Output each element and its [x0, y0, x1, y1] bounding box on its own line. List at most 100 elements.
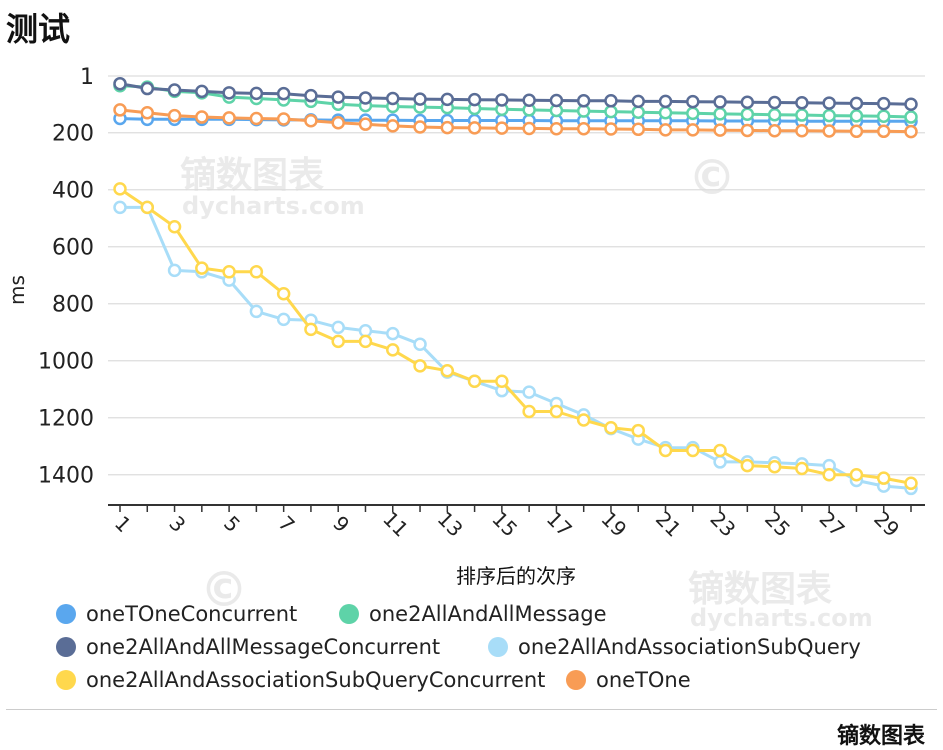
- data-point: [195, 110, 209, 124]
- data-point: [740, 95, 755, 109]
- data-point: [549, 404, 564, 419]
- footer-divider: [6, 709, 937, 710]
- x-tick-label: 3: [165, 511, 191, 537]
- data-point: [822, 108, 836, 123]
- data-point: [495, 93, 509, 107]
- data-point: [904, 110, 918, 124]
- x-tick-label: 5: [219, 511, 245, 537]
- data-point: [686, 123, 700, 137]
- data-point: [740, 107, 755, 121]
- legend-swatch: [566, 670, 586, 690]
- data-point: [849, 467, 864, 482]
- data-point: [522, 404, 536, 419]
- data-point: [140, 81, 155, 96]
- data-point: [276, 86, 291, 101]
- x-tick-label: 23: [706, 507, 741, 542]
- legend-item[interactable]: one2AllAndAssociationSubQueryConcurrent: [56, 668, 545, 692]
- data-point: [904, 124, 918, 139]
- x-tick-label: 11: [378, 507, 413, 542]
- legend-swatch: [56, 637, 76, 657]
- data-point: [331, 334, 345, 349]
- data-point: [549, 93, 564, 108]
- data-point: [304, 113, 318, 128]
- data-point: [795, 123, 809, 138]
- data-point: [658, 106, 673, 120]
- data-point: [467, 121, 482, 135]
- data-point: [304, 88, 318, 103]
- chart-title: 测试: [6, 10, 71, 48]
- data-point: [276, 287, 291, 301]
- legend-item[interactable]: one2AllAndAllMessageConcurrent: [56, 635, 440, 659]
- data-point: [386, 326, 400, 341]
- legend-item[interactable]: oneTOne: [566, 668, 691, 692]
- data-point: [386, 343, 400, 357]
- data-point: [413, 359, 427, 373]
- data-point: [358, 334, 373, 349]
- data-point: [822, 124, 836, 138]
- data-point: [767, 460, 782, 474]
- data-point: [358, 91, 373, 105]
- data-point: [604, 94, 618, 108]
- data-point: [440, 363, 455, 378]
- y-tick-label: 800: [52, 293, 94, 318]
- x-axis-title: 排序后的次序: [456, 564, 576, 588]
- data-point: [631, 105, 645, 119]
- data-point: [113, 103, 127, 117]
- series-line-one2AllAndAssociationSubQuery: [120, 205, 912, 490]
- x-tick-label: 21: [651, 507, 686, 542]
- data-point: [658, 443, 673, 458]
- data-point: [304, 322, 318, 337]
- x-tick-label: 13: [433, 507, 468, 542]
- data-point: [495, 374, 509, 389]
- x-tick-label: 17: [542, 507, 577, 542]
- data-point: [276, 112, 291, 126]
- data-point: [822, 467, 836, 482]
- data-point: [713, 443, 727, 458]
- data-point: [167, 220, 182, 234]
- y-axis-title: ms: [5, 275, 29, 305]
- legend-swatch: [339, 604, 359, 624]
- data-point: [576, 413, 591, 427]
- data-point: [904, 476, 918, 491]
- legend-label: oneTOne: [596, 668, 691, 692]
- data-point: [249, 111, 264, 126]
- legend-item[interactable]: oneTOneConcurrent: [56, 602, 297, 626]
- legend-item[interactable]: one2AllAndAllMessage: [339, 602, 607, 626]
- data-point: [631, 423, 645, 438]
- data-point: [658, 123, 673, 137]
- legend-item[interactable]: one2AllAndAssociationSubQuery: [488, 635, 861, 659]
- x-tick-label: 27: [815, 507, 850, 542]
- data-point: [686, 106, 700, 121]
- data-point: [522, 121, 536, 136]
- x-tick-label: 15: [487, 507, 522, 542]
- y-tick-label: 1000: [38, 350, 94, 375]
- x-tick-label: 9: [328, 511, 354, 537]
- data-point: [604, 104, 618, 119]
- data-point: [331, 115, 345, 130]
- footer-brand: 镝数图表: [836, 724, 925, 749]
- y-tick-label: 1200: [38, 407, 94, 432]
- data-point: [413, 337, 427, 351]
- data-point: [140, 106, 155, 120]
- data-point: [222, 111, 236, 125]
- legend-swatch: [56, 670, 76, 690]
- data-point: [331, 90, 345, 104]
- y-tick-label: 400: [52, 179, 94, 204]
- data-point: [576, 94, 591, 108]
- data-point: [549, 121, 564, 136]
- y-tick-label: 200: [52, 122, 94, 147]
- data-point: [522, 385, 536, 399]
- legend-label: one2AllAndAllMessage: [369, 602, 607, 626]
- data-point: [795, 108, 809, 122]
- data-point: [904, 97, 918, 111]
- y-tick-label: 600: [52, 236, 94, 261]
- data-point: [440, 120, 455, 135]
- data-point: [767, 123, 782, 138]
- data-point: [249, 304, 264, 319]
- data-point: [686, 443, 700, 458]
- data-point: [631, 94, 645, 109]
- data-point: [849, 96, 864, 111]
- data-point: [876, 96, 891, 111]
- data-point: [167, 263, 182, 278]
- data-point: [713, 107, 727, 121]
